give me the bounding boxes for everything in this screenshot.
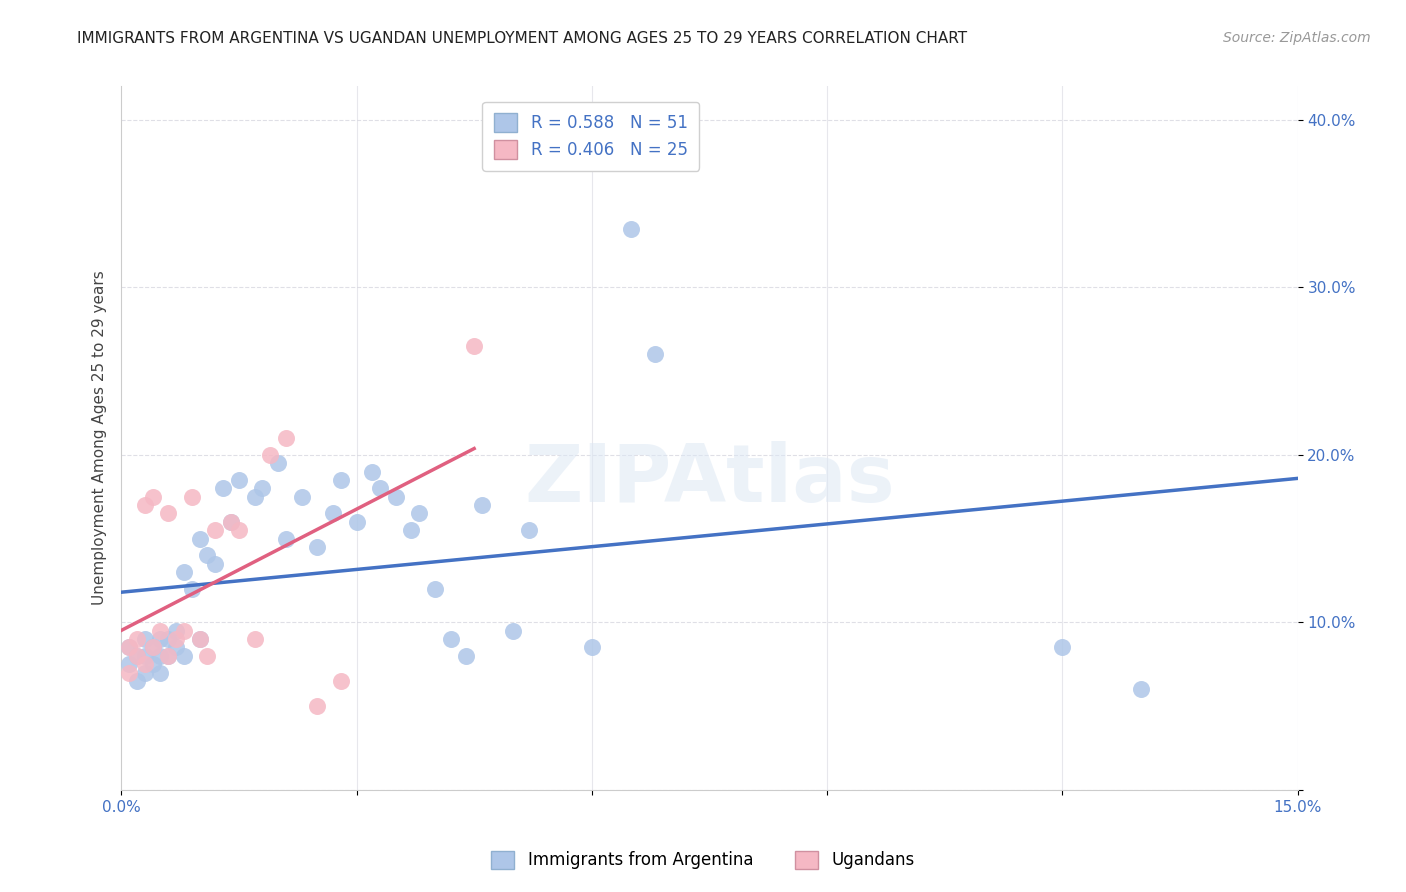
Point [291, 490, 314, 504]
Point [307, 540, 329, 554]
Point [157, 648, 180, 663]
Point [165, 640, 187, 655]
Point [173, 624, 195, 638]
Point [180, 582, 202, 596]
Point [197, 648, 219, 663]
Point [142, 490, 165, 504]
Point [125, 648, 148, 663]
Y-axis label: Unemployment Among Ages 25 to 29 years: Unemployment Among Ages 25 to 29 years [93, 271, 107, 606]
Point [204, 523, 226, 537]
Point [423, 582, 446, 596]
Point [471, 498, 494, 512]
Text: Source: ZipAtlas.com: Source: ZipAtlas.com [1223, 31, 1371, 45]
Point [173, 565, 195, 579]
Point [142, 640, 165, 655]
Point [188, 632, 211, 646]
Point [118, 640, 141, 655]
Point [118, 657, 141, 672]
Point [149, 648, 172, 663]
Point [401, 523, 423, 537]
Point [149, 624, 172, 638]
Point [274, 532, 297, 546]
Point [165, 632, 187, 646]
Point [125, 673, 148, 688]
Point [197, 549, 219, 563]
Point [165, 624, 187, 638]
Point [212, 481, 235, 495]
Point [274, 431, 297, 445]
Point [463, 339, 485, 353]
Point [142, 640, 165, 655]
Legend: Immigrants from Argentina, Ugandans: Immigrants from Argentina, Ugandans [481, 840, 925, 880]
Point [173, 648, 195, 663]
Point [384, 490, 406, 504]
Point [322, 507, 344, 521]
Legend: R = 0.588   N = 51, R = 0.406   N = 25: R = 0.588 N = 51, R = 0.406 N = 25 [482, 102, 699, 170]
Point [204, 557, 226, 571]
Point [134, 632, 156, 646]
Text: IMMIGRANTS FROM ARGENTINA VS UGANDAN UNEMPLOYMENT AMONG AGES 25 TO 29 YEARS CORR: IMMIGRANTS FROM ARGENTINA VS UGANDAN UNE… [77, 31, 967, 46]
Point [142, 657, 165, 672]
Point [1052, 640, 1074, 655]
Point [134, 665, 156, 680]
Point [118, 665, 141, 680]
Point [228, 473, 250, 487]
Point [134, 498, 156, 512]
Point [219, 515, 242, 529]
Point [188, 532, 211, 546]
Text: ZIPAtlas: ZIPAtlas [524, 442, 894, 519]
Point [502, 624, 524, 638]
Point [243, 632, 266, 646]
Point [259, 448, 281, 462]
Point [439, 632, 461, 646]
Point [329, 473, 352, 487]
Point [517, 523, 540, 537]
Point [329, 673, 352, 688]
Point [118, 640, 141, 655]
Point [134, 648, 156, 663]
Point [149, 665, 172, 680]
Point [219, 515, 242, 529]
Point [267, 456, 290, 470]
Point [368, 481, 391, 495]
Point [581, 640, 603, 655]
Point [361, 465, 384, 479]
Point [408, 507, 430, 521]
Point [644, 347, 666, 361]
Point [180, 490, 202, 504]
Point [456, 648, 478, 663]
Point [157, 632, 180, 646]
Point [134, 657, 156, 672]
Point [125, 632, 148, 646]
Point [620, 221, 643, 235]
Point [125, 648, 148, 663]
Point [243, 490, 266, 504]
Point [307, 699, 329, 714]
Point [228, 523, 250, 537]
Point [188, 632, 211, 646]
Point [1129, 682, 1152, 697]
Point [157, 507, 180, 521]
Point [149, 632, 172, 646]
Point [252, 481, 274, 495]
Point [157, 648, 180, 663]
Point [346, 515, 368, 529]
